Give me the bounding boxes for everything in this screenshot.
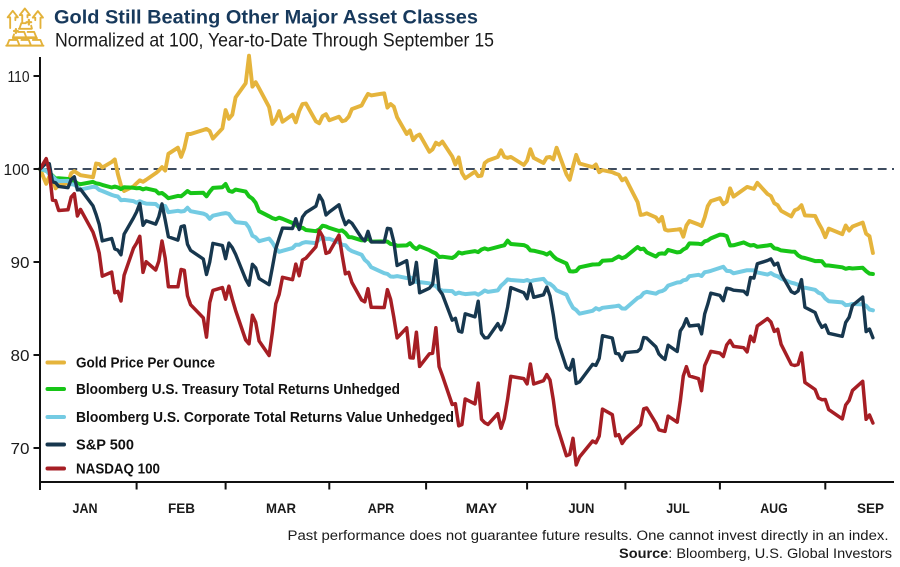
svg-text:Gold Still Beating Other Major: Gold Still Beating Other Major Asset Cla… — [54, 7, 478, 29]
svg-text:NASDAQ 100: NASDAQ 100 — [76, 462, 160, 478]
svg-text:100: 100 — [4, 162, 30, 179]
svg-text:Bloomberg U.S. Corporate Total: Bloomberg U.S. Corporate Total Returns V… — [76, 410, 454, 426]
svg-text:SEP: SEP — [857, 500, 884, 516]
svg-text:Bloomberg U.S. Treasury Total: Bloomberg U.S. Treasury Total Returns Un… — [76, 382, 400, 398]
svg-text:JAN: JAN — [73, 500, 98, 516]
svg-text:MAR: MAR — [266, 500, 296, 516]
svg-text:JUN: JUN — [568, 500, 594, 516]
svg-text:110: 110 — [8, 69, 30, 86]
svg-text:Source: Bloomberg, U.S. Global: Source: Bloomberg, U.S. Global Investors — [619, 545, 892, 561]
svg-text:MAY: MAY — [466, 500, 498, 516]
svg-text:Gold Price Per Ounce: Gold Price Per Ounce — [76, 356, 215, 372]
svg-text:70: 70 — [11, 441, 30, 458]
svg-text:80: 80 — [11, 348, 30, 365]
svg-text:Past performance does not guar: Past performance does not guarantee futu… — [288, 528, 889, 544]
svg-text:Normalized at 100, Year-to-Dat: Normalized at 100, Year-to-Date Through … — [55, 30, 494, 52]
svg-text:APR: APR — [368, 500, 395, 516]
svg-text:AUG: AUG — [760, 500, 788, 516]
svg-text:FEB: FEB — [168, 500, 195, 516]
svg-text:S&P 500: S&P 500 — [76, 438, 134, 454]
svg-text:JUL: JUL — [666, 500, 690, 516]
svg-text:90: 90 — [11, 255, 30, 272]
